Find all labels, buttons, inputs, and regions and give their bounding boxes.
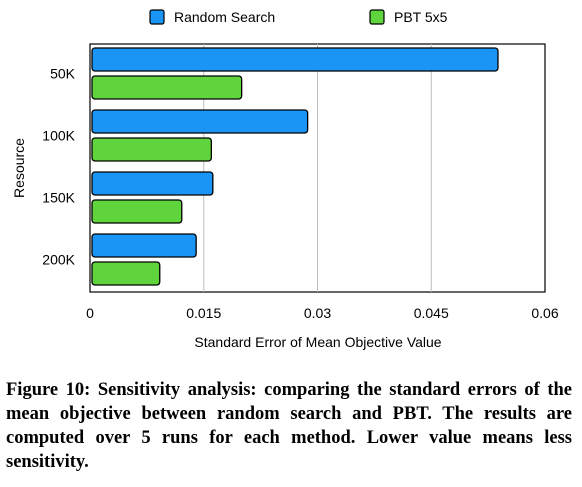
bar-pbt-5x5-100k [91,137,212,162]
bar-pbt-5x5-150k [91,199,183,224]
y-tick-label: 50K [50,66,76,82]
bar-random-search-100k [91,109,309,134]
y-tick-label: 200K [42,252,75,268]
y-tick-labels: 50K 100K 150K 200K [42,66,75,268]
legend: Random Search PBT 5x5 [149,9,448,25]
x-tick-label: 0.045 [414,305,449,321]
legend-label: PBT 5x5 [394,9,448,25]
y-tick-label: 100K [42,128,75,144]
bar-random-search-200k [91,233,197,258]
y-tick-label: 150K [42,190,75,206]
bar-chart: 0 0.015 0.03 0.045 0.06 50K 100K 150K 200K Stan… [11,9,559,350]
x-tick-label: 0.015 [186,305,221,321]
bar-random-search-50k [91,47,499,72]
legend-swatch [149,9,165,25]
y-axis-title: Resource [11,138,27,198]
bar-pbt-5x5-50k [91,75,243,100]
x-axis-title: Standard Error of Mean Objective Value [194,334,441,350]
x-tick-label: 0 [86,305,94,321]
legend-swatch [369,9,385,25]
bar-pbt-5x5-200k [91,261,161,286]
x-tick-labels: 0 0.015 0.03 0.045 0.06 [86,305,559,321]
bars [91,47,499,286]
bar-random-search-150k [91,171,214,196]
legend-label: Random Search [174,9,275,25]
figure-caption: Figure 10: Sensitivity analysis: compari… [6,380,572,472]
x-tick-label: 0.06 [531,305,558,321]
x-tick-label: 0.03 [304,305,331,321]
